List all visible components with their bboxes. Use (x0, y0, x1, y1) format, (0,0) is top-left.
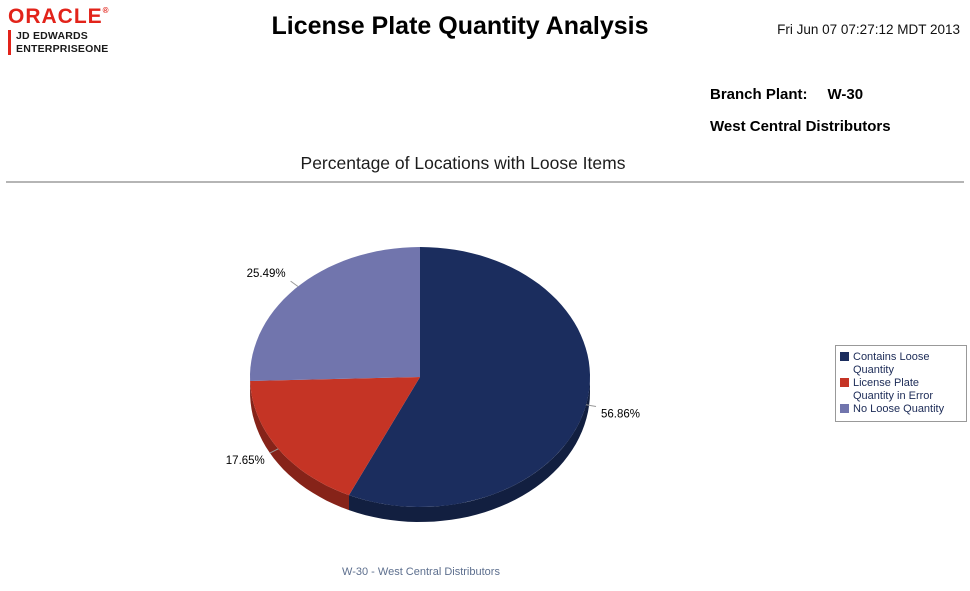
pie-slice-1 (250, 377, 420, 496)
brand-line2: ENTERPRISEONE (16, 42, 109, 55)
legend-label-1: License Plate Quantity in Error (853, 377, 934, 402)
brand-line1: JD EDWARDS (16, 30, 89, 42)
registered-mark-icon: ® (102, 6, 109, 15)
leader-line-0 (586, 404, 597, 407)
oracle-wordmark: ORACLE (8, 5, 103, 28)
legend-swatch-0 (840, 352, 849, 361)
oracle-wordmark-row: ORACLE® (8, 6, 109, 28)
legend-label-0: Contains Loose Quantity (853, 351, 930, 376)
chart-legend: Contains Loose Quantity License Plate Qua… (835, 345, 967, 422)
jde-brand-lines: JD EDWARDS ENTERPRISEONE (16, 30, 108, 55)
pie-slice-side-0 (349, 377, 590, 522)
legend-swatch-1 (840, 378, 849, 387)
branch-plant-name: West Central Distributors (710, 118, 891, 135)
leader-line-2 (290, 280, 299, 287)
pie-slice-2 (250, 247, 420, 381)
legend-item-1: License Plate Quantity in Error (840, 377, 962, 402)
leader-line-1 (269, 448, 279, 454)
chart-footer-caption: W-30 - West Central Distributors (342, 566, 500, 578)
legend-item-0: Contains Loose Quantity (840, 351, 962, 376)
oracle-jde-logo: ORACLE® JD EDWARDS ENTERPRISEONE (8, 6, 109, 55)
legend-item-2: No Loose Quantity (840, 403, 962, 416)
logo-red-bar (8, 30, 11, 55)
legend-swatch-2 (840, 404, 849, 413)
branch-plant-row: Branch Plant: W-30 (710, 86, 863, 103)
pie-percent-label-2: 25.49% (247, 268, 286, 280)
pie-slice-0 (349, 247, 590, 507)
header-separator-line (6, 181, 964, 183)
pie-percent-label-1: 17.65% (226, 455, 265, 467)
report-title: License Plate Quantity Analysis (271, 12, 649, 40)
jde-brand-block: JD EDWARDS ENTERPRISEONE (8, 30, 109, 55)
chart-title: Percentage of Locations with Loose Items (300, 153, 626, 173)
branch-plant-value: W-30 (827, 86, 864, 103)
branch-plant-label: Branch Plant: (710, 86, 808, 103)
pie-slice-side-1 (250, 381, 349, 511)
pie-percent-label-0: 56.86% (601, 409, 640, 421)
legend-label-2: No Loose Quantity (853, 403, 945, 415)
report-timestamp: Fri Jun 07 07:27:12 MDT 2013 (777, 22, 960, 37)
